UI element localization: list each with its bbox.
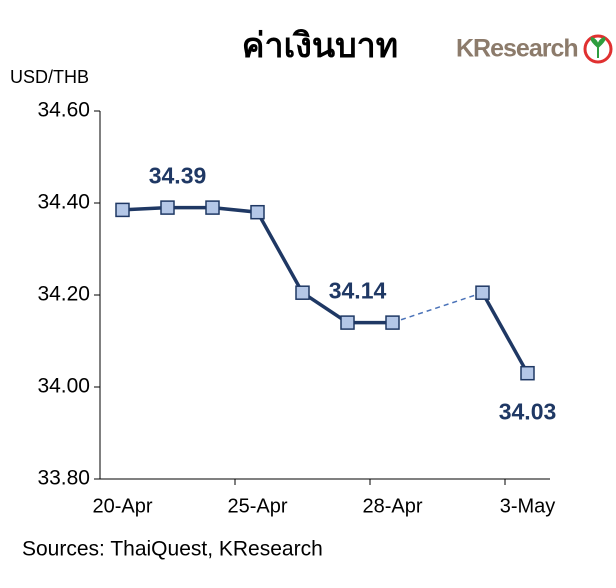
source: Sources: ThaiQuest, KResearch xyxy=(22,538,323,561)
line xyxy=(480,291,530,375)
gap-connector xyxy=(392,291,483,324)
value-label: 34.03 xyxy=(499,398,557,424)
y-tick-label: 34.40 xyxy=(37,191,90,214)
marker xyxy=(520,365,535,381)
marker xyxy=(160,200,175,215)
logo: KResearch xyxy=(456,35,578,63)
logo-icon xyxy=(583,34,613,64)
logo-leaf xyxy=(590,36,606,58)
marker xyxy=(385,315,400,330)
marker xyxy=(205,200,220,215)
chart-title: ค่าเงินบาท xyxy=(242,27,398,65)
y-axis-label: USD/THB xyxy=(10,67,89,87)
marker xyxy=(295,285,310,300)
value-label: 34.39 xyxy=(149,163,207,189)
marker xyxy=(340,315,355,330)
x-tick-label: 3-May xyxy=(500,495,556,517)
line xyxy=(122,205,393,325)
y-tick-label: 34.20 xyxy=(37,283,90,306)
x-tick-label: 28-Apr xyxy=(362,495,422,517)
x-tick-label: 25-Apr xyxy=(227,495,287,517)
y-tick-label: 34.00 xyxy=(37,375,90,398)
marker xyxy=(475,285,490,300)
value-label: 34.14 xyxy=(329,278,387,304)
x-tick-label: 20-Apr xyxy=(92,495,152,517)
marker xyxy=(115,202,130,218)
y-tick-label: 33.80 xyxy=(37,467,90,490)
marker xyxy=(250,204,265,220)
y-tick-label: 34.60 xyxy=(37,99,90,122)
